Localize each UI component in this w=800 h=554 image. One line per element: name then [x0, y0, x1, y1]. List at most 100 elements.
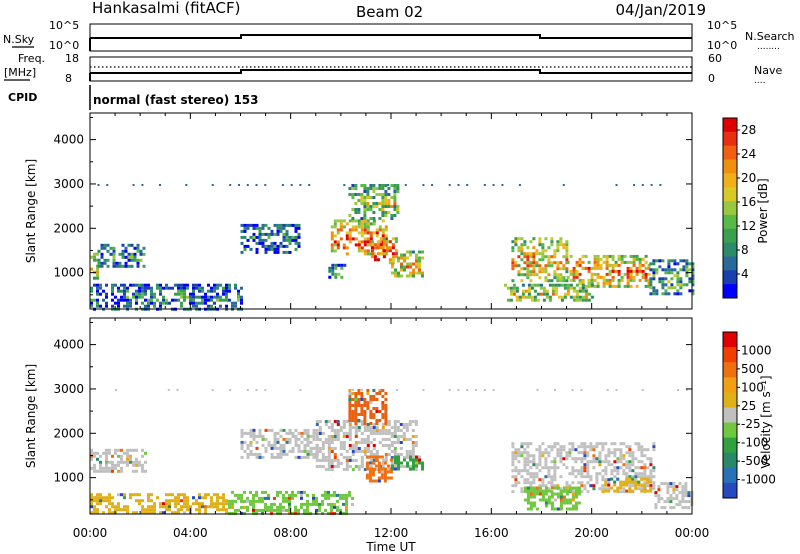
power-cell — [369, 208, 373, 211]
velocity-cell — [568, 486, 572, 490]
velocity-cell — [577, 457, 581, 461]
power-cell — [372, 196, 376, 199]
power-cell — [566, 292, 570, 296]
velocity-cell — [565, 481, 569, 485]
velocity-cell — [511, 445, 515, 449]
velocity-cell — [351, 450, 355, 453]
velocity-cell — [371, 467, 375, 471]
velocity-cell — [646, 448, 650, 452]
power-cell — [393, 193, 397, 196]
velocity-cell — [387, 429, 391, 432]
velocity-cell — [368, 461, 372, 465]
velocity-cell — [532, 501, 536, 505]
velocity-cell — [571, 490, 575, 494]
power-cell — [330, 246, 334, 250]
freq-panel — [89, 56, 693, 82]
velocity-cell — [520, 445, 524, 449]
power-cell — [415, 271, 418, 275]
velocity-cell — [294, 511, 297, 515]
velocity-cell — [348, 444, 352, 447]
power-cell — [297, 235, 301, 239]
velocity-cell — [375, 422, 379, 425]
power-cell — [644, 254, 648, 258]
velocity-cell — [637, 472, 641, 476]
power-cell — [535, 264, 539, 268]
velocity-cell — [132, 460, 135, 464]
power-cell — [412, 271, 415, 275]
velocity-cell — [571, 498, 575, 502]
velocity-cell — [415, 464, 418, 468]
power-cell — [523, 240, 527, 244]
velocity-cell — [333, 505, 336, 509]
velocity-cell — [123, 496, 126, 500]
velocity-cell — [381, 444, 385, 447]
power-cell — [520, 252, 524, 256]
velocity-cell — [550, 492, 554, 496]
velocity-cell — [360, 392, 364, 395]
velocity-cell — [291, 493, 294, 497]
power-cell — [391, 265, 394, 269]
velocity-cell — [93, 508, 96, 512]
velocity-cell — [381, 438, 385, 441]
velocity-cell — [357, 468, 361, 471]
power-cell — [652, 268, 656, 272]
power-cell — [391, 243, 395, 247]
velocity-cell — [681, 485, 685, 489]
velocity-cell — [368, 473, 372, 477]
power-cell — [384, 196, 388, 199]
velocity-cell — [586, 445, 590, 449]
velocity-cell — [348, 392, 352, 395]
velocity-cell — [383, 470, 387, 474]
power-cell — [130, 252, 134, 256]
power-cell — [623, 260, 627, 264]
velocity-cell — [105, 505, 108, 509]
velocity-cell — [483, 389, 486, 391]
velocity-cell — [348, 423, 352, 426]
power-cell — [120, 283, 123, 287]
velocity-cell — [408, 450, 412, 453]
power-cell — [369, 217, 373, 220]
velocity-cell — [372, 407, 376, 410]
power-cell — [354, 225, 358, 229]
velocity-cell — [616, 489, 620, 493]
velocity-cell — [348, 395, 352, 398]
power-cell — [515, 286, 519, 290]
velocity-cell — [565, 489, 569, 493]
velocity-cell — [321, 456, 325, 459]
velocity-cell — [168, 502, 171, 506]
power-cell — [354, 202, 358, 205]
power-cell — [330, 237, 334, 241]
velocity-cell — [654, 494, 658, 498]
colorbar-tick-label: -1000 — [741, 473, 776, 487]
power-cell — [291, 223, 295, 227]
power-cell — [676, 262, 680, 266]
power-cell — [264, 247, 268, 251]
power-cell — [538, 276, 542, 280]
velocity-cell — [156, 496, 159, 500]
velocity-cell — [246, 455, 250, 459]
velocity-cell — [315, 447, 319, 450]
velocity-cell — [288, 437, 292, 441]
velocity-cell — [681, 500, 685, 504]
power-cell — [421, 250, 424, 254]
velocity-cell — [529, 442, 533, 446]
power-cell — [661, 292, 665, 296]
power-cell — [279, 223, 283, 227]
velocity-cell — [643, 469, 647, 473]
power-cell — [553, 252, 557, 256]
velocity-cell — [634, 466, 638, 470]
power-cell — [330, 225, 334, 229]
velocity-cell — [348, 429, 352, 432]
power-cell — [282, 238, 286, 242]
power-cell — [385, 240, 389, 244]
power-cell — [333, 243, 337, 247]
velocity-cell — [186, 505, 189, 509]
velocity-cell — [261, 511, 264, 515]
power-cell — [90, 304, 93, 308]
power-cell — [228, 283, 231, 287]
power-cell — [412, 262, 415, 266]
velocity-cell — [348, 401, 352, 404]
velocity-cell — [135, 469, 138, 473]
velocity-cell — [174, 499, 177, 503]
